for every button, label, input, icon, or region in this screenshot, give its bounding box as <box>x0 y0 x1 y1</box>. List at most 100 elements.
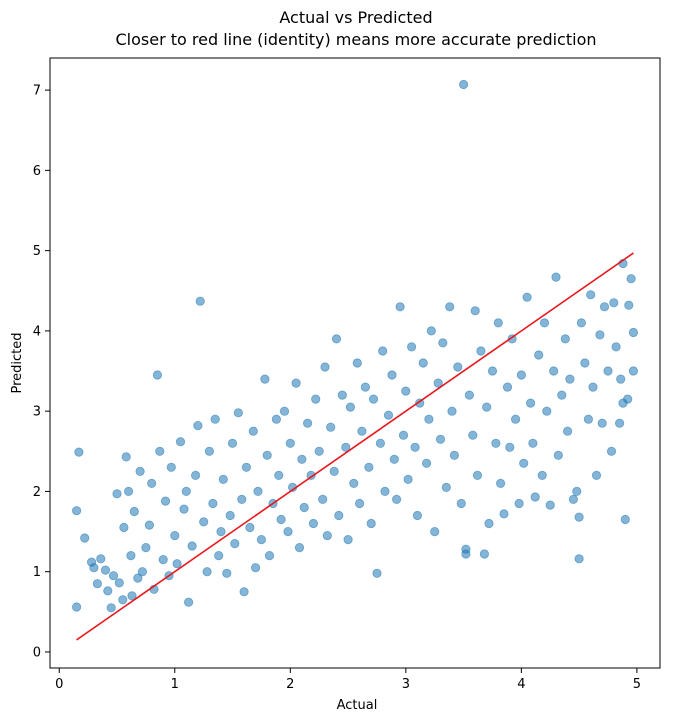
data-point <box>251 563 261 573</box>
data-point <box>482 402 492 412</box>
data-points <box>72 79 639 613</box>
data-point <box>588 382 598 392</box>
data-point <box>103 586 113 596</box>
data-point <box>583 414 594 424</box>
data-point <box>208 498 218 509</box>
data-point <box>484 518 494 529</box>
data-point <box>456 498 466 509</box>
x-tick-label: 2 <box>286 677 294 692</box>
data-point <box>141 542 151 553</box>
data-point <box>218 474 228 484</box>
data-point <box>210 414 220 424</box>
data-point <box>580 358 590 368</box>
data-point <box>291 378 301 388</box>
y-tick-label: 7 <box>33 84 41 99</box>
data-point <box>204 446 214 456</box>
data-point <box>241 462 251 472</box>
data-point <box>525 398 536 408</box>
x-axis-ticks: 0 1 2 3 4 5 <box>55 668 641 692</box>
data-point <box>572 486 582 496</box>
y-tick-label: 2 <box>33 485 41 500</box>
data-point <box>160 496 171 506</box>
data-point <box>537 470 547 480</box>
data-point <box>542 406 552 416</box>
data-point <box>468 430 478 440</box>
data-point <box>329 466 339 476</box>
data-point <box>345 402 355 412</box>
data-point <box>331 334 342 344</box>
data-point <box>568 494 579 504</box>
identity-line-layer <box>76 252 634 641</box>
data-point <box>398 430 409 440</box>
data-point <box>135 466 145 476</box>
data-point <box>499 509 509 519</box>
data-point <box>337 390 347 400</box>
data-point <box>624 300 634 310</box>
data-point <box>253 486 263 496</box>
data-point <box>262 450 272 460</box>
data-point <box>576 318 587 328</box>
data-point <box>620 514 630 525</box>
data-point <box>410 442 420 452</box>
data-point <box>72 506 82 516</box>
data-point <box>175 437 186 447</box>
data-point <box>256 534 266 545</box>
data-point <box>418 358 428 368</box>
data-point <box>383 410 394 420</box>
data-point <box>96 554 106 564</box>
data-point <box>603 366 613 376</box>
data-point <box>595 330 605 340</box>
x-tick-label: 4 <box>517 677 525 692</box>
data-point <box>470 306 480 316</box>
data-point <box>152 370 162 380</box>
data-point <box>616 374 626 384</box>
data-point <box>551 272 561 282</box>
data-point <box>464 390 474 400</box>
data-point <box>237 494 247 504</box>
data-point <box>245 522 255 533</box>
data-point <box>545 500 555 510</box>
data-point <box>430 526 440 537</box>
y-tick-label: 4 <box>33 324 41 339</box>
data-point <box>112 489 122 499</box>
chart-subtitle: Closer to red line (identity) means more… <box>115 30 596 49</box>
data-point <box>372 568 382 578</box>
data-point <box>534 350 544 360</box>
data-point <box>628 327 639 338</box>
data-point <box>106 603 116 613</box>
data-point <box>380 486 390 496</box>
data-point <box>129 506 139 517</box>
y-tick-label: 1 <box>33 565 41 580</box>
data-point <box>308 518 318 529</box>
data-point <box>424 414 434 424</box>
data-point <box>438 338 448 348</box>
data-point <box>618 398 628 408</box>
data-point <box>360 382 370 392</box>
data-point <box>433 378 443 388</box>
y-axis-ticks: 0 1 2 3 4 5 6 7 <box>33 84 50 660</box>
data-point <box>72 602 82 612</box>
data-point <box>314 446 324 456</box>
data-point <box>574 512 584 522</box>
data-point <box>302 418 313 428</box>
data-point <box>357 426 367 436</box>
data-point <box>586 290 596 300</box>
data-point <box>447 406 457 416</box>
data-point <box>158 554 168 565</box>
data-point <box>354 498 365 509</box>
data-point <box>395 302 405 312</box>
data-point <box>599 302 610 312</box>
data-point <box>522 292 532 302</box>
data-point <box>449 450 459 460</box>
data-point <box>487 366 498 376</box>
data-point <box>74 447 84 457</box>
data-point <box>495 478 506 488</box>
data-point <box>318 494 328 504</box>
data-point <box>260 374 270 384</box>
data-point <box>294 542 305 553</box>
data-point <box>368 394 379 404</box>
data-point <box>195 296 205 306</box>
data-point <box>476 346 486 356</box>
data-point <box>225 510 235 521</box>
data-point <box>147 478 157 488</box>
